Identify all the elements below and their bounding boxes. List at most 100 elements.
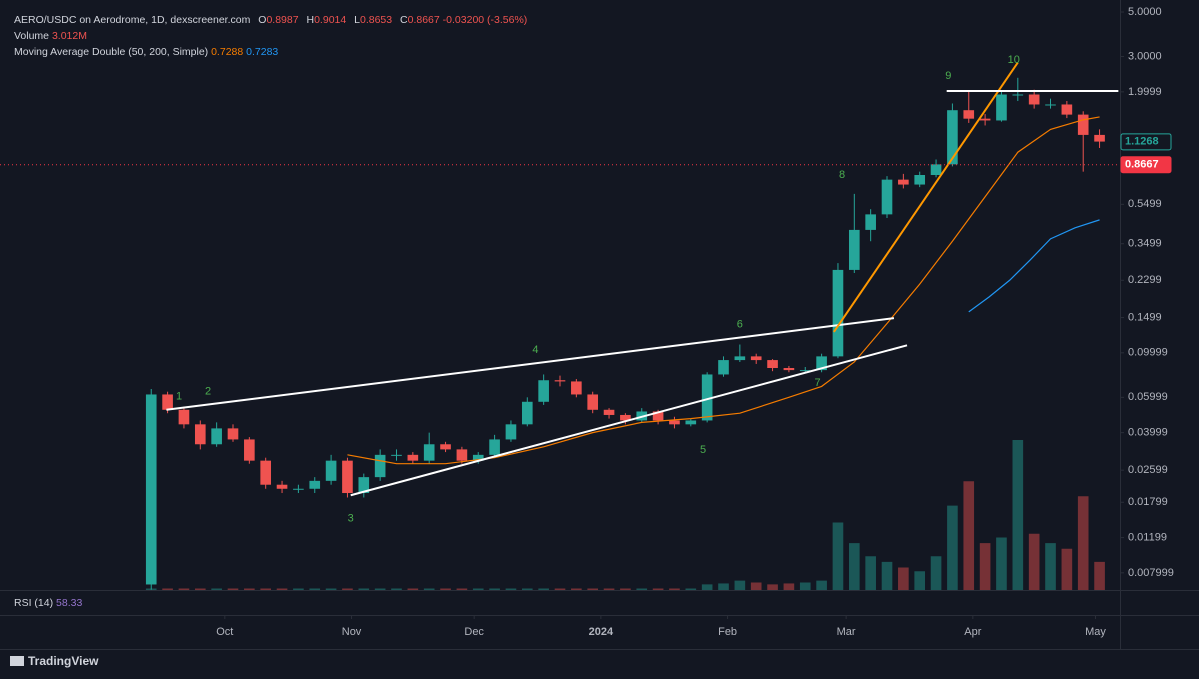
price-badge-label: 0.8667 <box>1125 159 1159 171</box>
y-tick-label: 0.3499 <box>1128 238 1162 250</box>
candle-body <box>947 110 958 165</box>
y-tick-label: 0.09999 <box>1128 347 1168 359</box>
x-tick-label: May <box>1085 626 1106 638</box>
candle-body <box>587 394 599 410</box>
rsi-value: 58.33 <box>56 597 83 609</box>
volume-bar <box>178 588 190 590</box>
candle-body <box>701 374 713 421</box>
candle-body <box>521 401 533 425</box>
legend-row: AERO/USDC on Aerodrome, 1D, dexscreener.… <box>14 12 527 28</box>
candle-body <box>816 356 827 371</box>
volume-bar <box>1077 496 1089 590</box>
candle-body <box>1028 94 1040 105</box>
ma-slow-value: 0.7283 <box>246 46 279 58</box>
volume-bar <box>669 588 680 590</box>
volume-bar <box>489 588 500 590</box>
volume-bar <box>407 588 419 590</box>
candle-body <box>472 454 484 461</box>
candle-body <box>734 356 746 361</box>
volume-bar <box>734 580 746 590</box>
candle-body <box>178 409 190 425</box>
candle-body <box>1077 114 1089 135</box>
volume-bar <box>865 556 876 590</box>
candle-body <box>554 380 566 382</box>
candle-body <box>881 179 893 215</box>
volume-bar <box>848 543 860 590</box>
symbol: AERO/USDC on Aerodrome, 1D, dexscreener.… <box>14 14 251 26</box>
wave-label: 3 <box>348 513 354 525</box>
volume-value: 3.012M <box>51 30 87 42</box>
volume-bar <box>1094 561 1105 590</box>
candle-body <box>391 454 402 456</box>
volume-bar <box>701 584 713 590</box>
candle-body <box>685 420 697 425</box>
volume-bar <box>538 588 549 590</box>
ma-fast-value: 0.7288 <box>211 46 244 58</box>
candle-body <box>162 394 173 410</box>
volume-bar <box>636 588 648 590</box>
h-label: H <box>306 14 315 26</box>
x-tick-label: Mar <box>837 626 856 638</box>
candle-body <box>227 428 239 440</box>
candle-body <box>505 424 517 440</box>
candle-body <box>767 360 778 369</box>
volume-bar <box>832 522 844 590</box>
volume-bar <box>472 588 484 590</box>
candle-body <box>783 368 795 371</box>
price-badge <box>1120 133 1172 151</box>
wave-label: 6 <box>737 319 743 331</box>
candle-body <box>1045 104 1056 106</box>
volume-bar <box>440 588 451 590</box>
volume-bar <box>783 583 795 590</box>
candle-body <box>669 420 680 425</box>
volume-bar <box>930 556 942 590</box>
y-tick-label: 0.01199 <box>1128 532 1167 544</box>
volume-bar <box>963 481 975 590</box>
rsi-label: RSI (14) <box>14 597 54 609</box>
candle-body <box>750 356 762 361</box>
candle-body <box>963 110 975 119</box>
candle-body <box>293 488 304 490</box>
x-tick-label: Dec <box>464 626 484 638</box>
volume-bar <box>947 505 958 590</box>
x-tick-label: Oct <box>216 626 233 638</box>
y-tick-label: 5.0000 <box>1128 6 1162 18</box>
l-value: 0.8653 <box>359 14 393 26</box>
volume-bar <box>342 588 353 590</box>
x-tick-label: Feb <box>718 626 737 638</box>
volume-bar <box>685 588 697 590</box>
y-tick-label: 0.1499 <box>1128 311 1162 323</box>
volume-bar <box>996 537 1007 590</box>
candle-body <box>260 460 272 485</box>
wave-label: 10 <box>1008 54 1020 66</box>
volume-bar <box>505 588 517 590</box>
wave-label: 8 <box>839 169 845 181</box>
rsi-legend: RSI (14) 58.33 <box>14 597 82 609</box>
price-layer: 5.0000 3.0000 1.9999 0.5499 0.3499 0.2299 0.14… <box>0 6 1174 638</box>
candle-body <box>358 477 370 494</box>
volume-bar <box>227 588 239 590</box>
brand-logo <box>10 656 24 666</box>
candle-body <box>194 424 206 445</box>
candle-body <box>244 439 255 461</box>
moving-average-line <box>968 219 1100 313</box>
volume-bar <box>1012 440 1024 590</box>
y-tick-label: 0.03999 <box>1128 427 1168 439</box>
o-label: O <box>258 14 267 26</box>
candle-body <box>407 454 419 461</box>
candle-body <box>996 94 1007 121</box>
wave-label: 4 <box>532 344 538 356</box>
volume-bar <box>816 580 827 590</box>
y-tick-label: 1.9999 <box>1128 86 1162 98</box>
volume-bar <box>374 588 386 590</box>
candle-body <box>799 370 811 372</box>
candle-body <box>898 179 909 185</box>
ma-label: Moving Average Double (50, 200, Simple) <box>14 46 209 58</box>
volume-bar <box>571 588 582 590</box>
brand: TradingView <box>10 654 98 668</box>
volume-bar <box>162 588 173 590</box>
y-tick-label: 0.01799 <box>1128 496 1168 508</box>
candle-body <box>145 394 157 585</box>
